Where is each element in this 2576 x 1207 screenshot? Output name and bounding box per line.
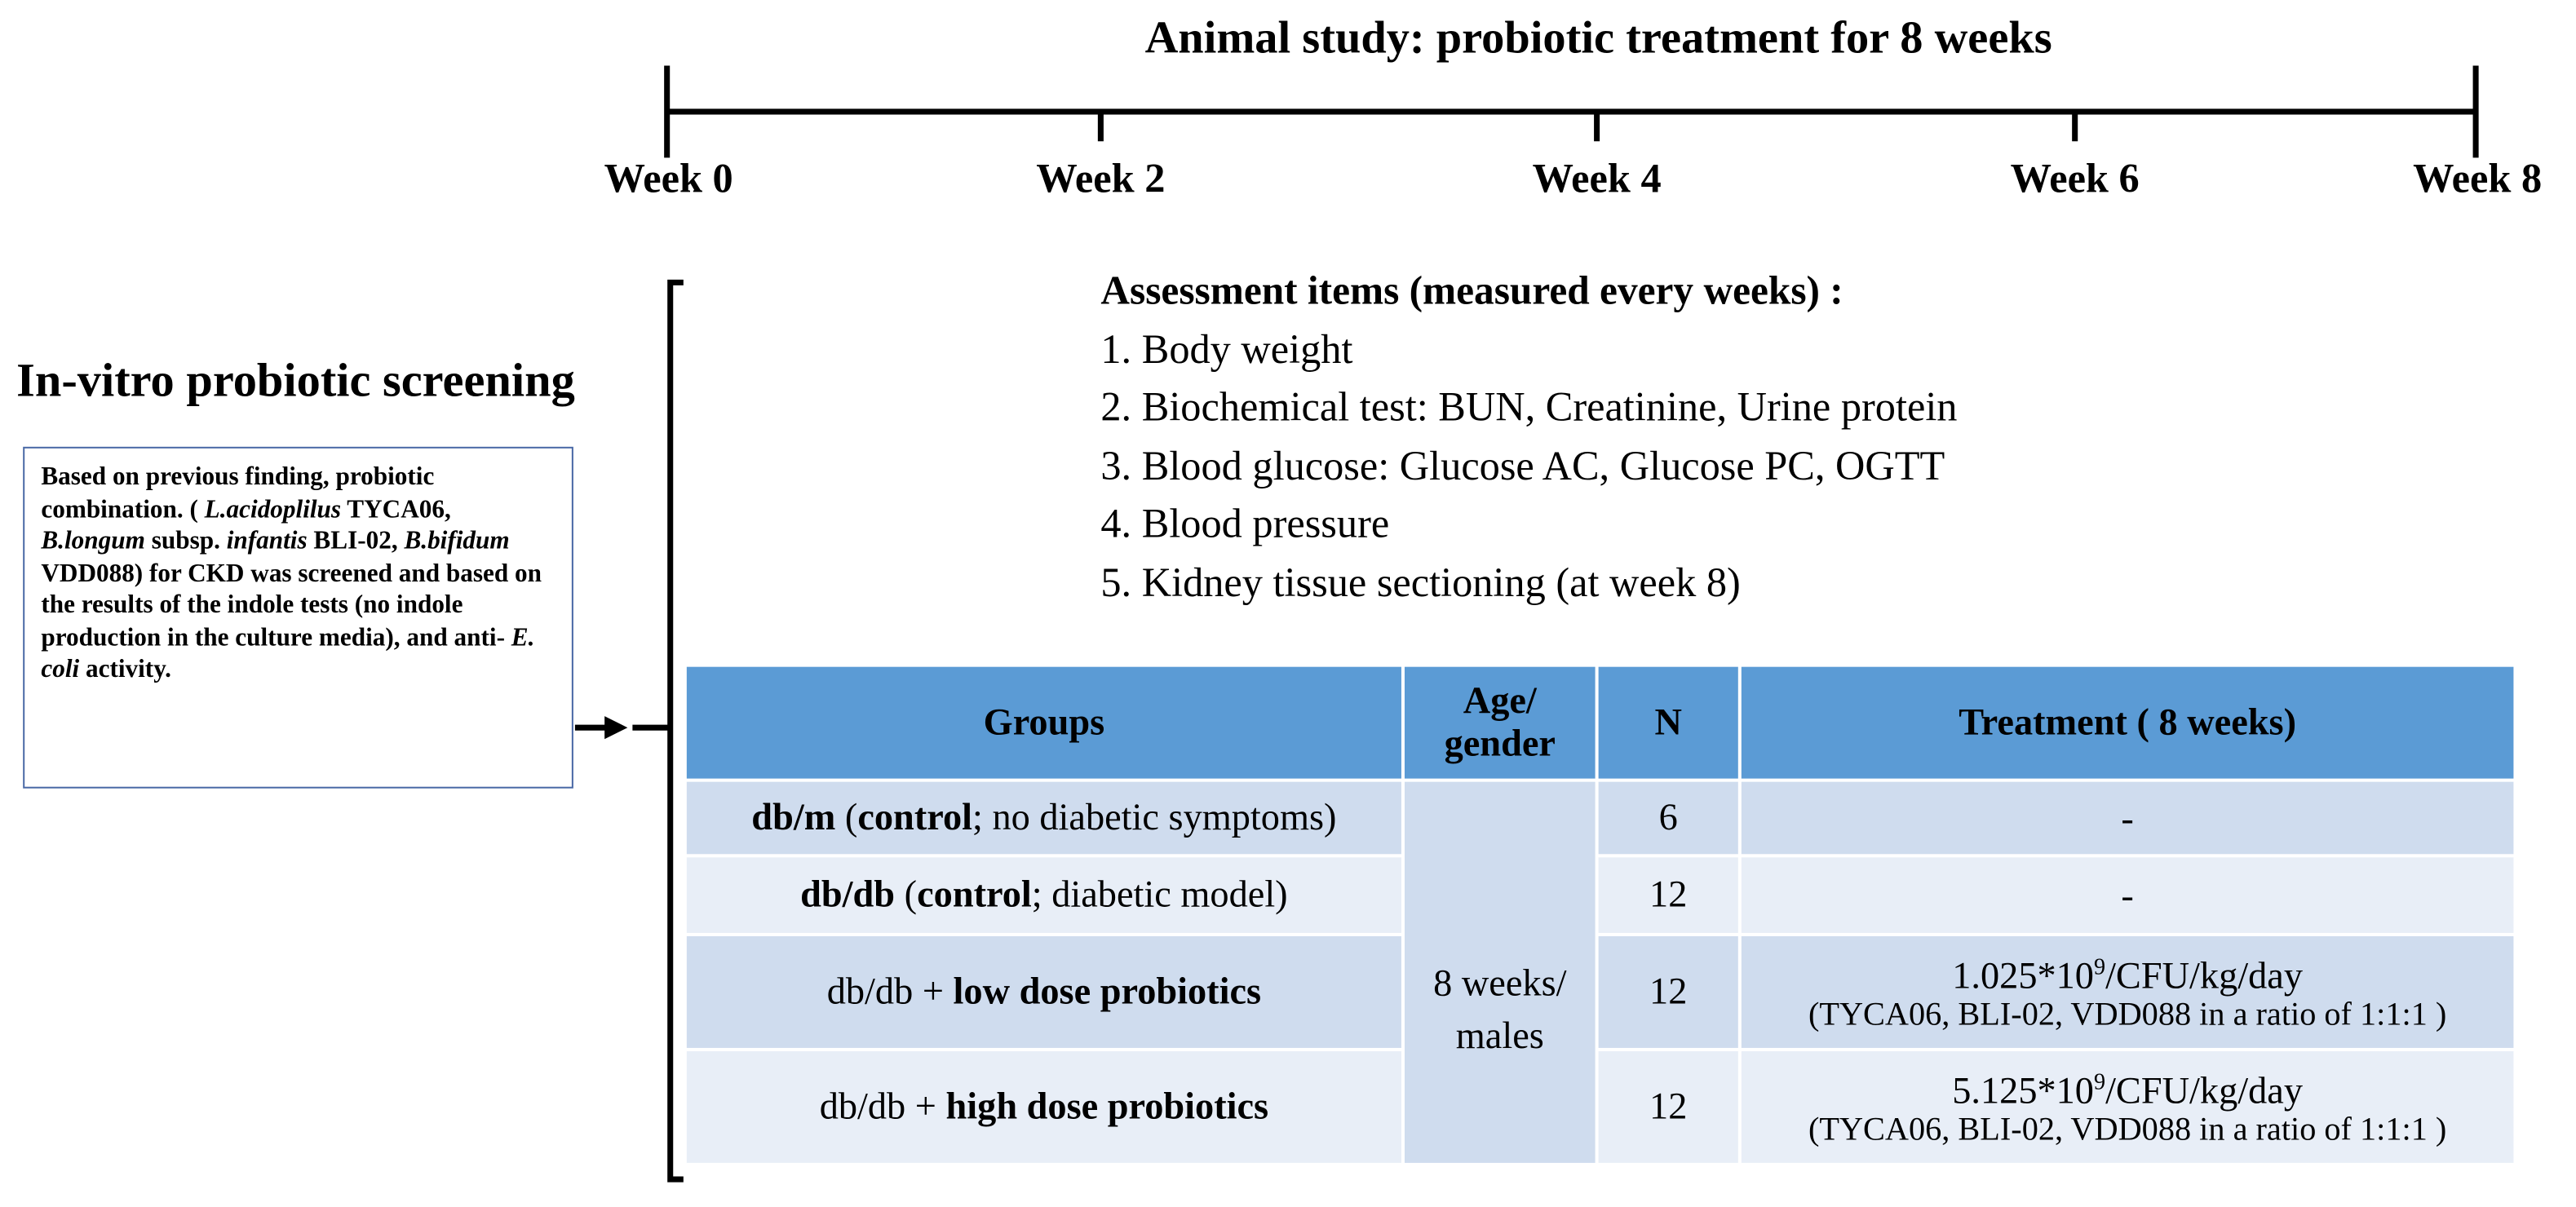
text-segment: VDD088) for CKD was screened and based o… bbox=[41, 559, 542, 652]
assessment-item: 5. Kidney tissue sectioning (at week 8) bbox=[1100, 560, 1741, 606]
treatment-note: (TYCA06, BLI-02, VDD088 in a ratio of 1:… bbox=[1808, 997, 2447, 1034]
text-segment: high dose probiotics bbox=[945, 1085, 1269, 1127]
table-body: db/m (control; no diabetic symptoms) 8 we… bbox=[686, 781, 2514, 1163]
treatment-cell: 5.125*109/CFU/kg/day (TYCA06, BLI-02, VDD… bbox=[1741, 1050, 2514, 1163]
age-text: 8 weeks/ males bbox=[1433, 962, 1567, 1057]
text-segment: db/db + bbox=[826, 970, 954, 1012]
text-segment: 9 bbox=[2093, 955, 2106, 980]
header-cell: Age/ gender bbox=[1404, 666, 1596, 779]
treatment-cell: 1.025*109/CFU/kg/day (TYCA06, BLI-02, VDD… bbox=[1741, 935, 2514, 1048]
header-cell: Treatment ( 8 weeks) bbox=[1741, 666, 2514, 779]
text-segment: 5.125*10 bbox=[1952, 1069, 2094, 1112]
text-segment: subsp. bbox=[144, 527, 227, 555]
screening-box: Based on previous finding, probiotic com… bbox=[23, 446, 573, 789]
assessment-item: 4. Blood pressure bbox=[1100, 502, 1390, 547]
header-row: Groups Age/ gender N Treatment ( 8 weeks) bbox=[686, 666, 2514, 779]
text-segment: B.longum bbox=[41, 527, 145, 555]
text-segment: ; no diabetic symptoms) bbox=[972, 796, 1337, 838]
treatment-main: 1.025*109/CFU/kg/day bbox=[1742, 947, 2514, 996]
text-segment: 9 bbox=[2093, 1070, 2106, 1095]
treatment-cell: - bbox=[1741, 781, 2514, 855]
text-segment: B.bifidum bbox=[404, 527, 510, 555]
text-segment: activity. bbox=[79, 655, 171, 683]
week-label: Week 4 bbox=[1532, 157, 1662, 202]
table-row: db/db + low dose probiotics 12 1.025*109/C… bbox=[686, 935, 2514, 1048]
assessment: Assessment items (measured every weeks) … bbox=[1100, 263, 1957, 612]
assessment-item: 2. Biochemical test: BUN, Creatinine, Ur… bbox=[1100, 386, 1958, 431]
week-label: Week 8 bbox=[2413, 157, 2543, 202]
text-segment: control bbox=[857, 796, 973, 838]
treatment-main: 5.125*109/CFU/kg/day bbox=[1742, 1062, 2514, 1111]
screening-title: In-vitro probiotic screening bbox=[16, 355, 575, 408]
text-segment: db/m bbox=[751, 796, 836, 838]
text-segment: /CFU/kg/day bbox=[2105, 1069, 2303, 1112]
text-segment: TYCA06, bbox=[341, 495, 451, 524]
group-cell: db/db + low dose probiotics bbox=[686, 935, 1401, 1048]
text-segment: BLI-02, bbox=[307, 527, 405, 555]
week-label: Week 0 bbox=[604, 157, 733, 202]
text-segment: db/db + bbox=[819, 1085, 946, 1127]
text-segment: E. coli bbox=[41, 623, 535, 683]
n-cell: 12 bbox=[1598, 1050, 1738, 1163]
text-segment: ( bbox=[895, 873, 918, 915]
week-label: Week 2 bbox=[1036, 157, 1166, 202]
text-segment: - bbox=[2121, 797, 2134, 839]
text-segment: Based on previous finding, probiotic com… bbox=[41, 462, 435, 524]
text-segment: 1.025*10 bbox=[1952, 954, 2094, 997]
n-cell: 6 bbox=[1598, 781, 1738, 855]
text-segment: L.acidoplilus bbox=[204, 495, 342, 524]
header-cell: N bbox=[1598, 666, 1738, 779]
header-cell: Groups bbox=[686, 666, 1401, 779]
text-segment: /CFU/kg/day bbox=[2105, 954, 2303, 997]
age-cell: 8 weeks/ males bbox=[1404, 781, 1596, 1163]
text-segment: control bbox=[917, 873, 1032, 915]
n-cell: 12 bbox=[1598, 857, 1738, 933]
group-cell: db/m (control; no diabetic symptoms) bbox=[686, 781, 1401, 855]
assessment-title: Assessment items (measured every weeks) … bbox=[1100, 269, 1843, 314]
table-row: db/m (control; no diabetic symptoms) 8 we… bbox=[686, 781, 2514, 1163]
treatment-main: - bbox=[1742, 874, 2514, 915]
timeline-title: Animal study: probiotic treatment for 8 … bbox=[1144, 13, 2052, 64]
assessment-item: 1. Body weight bbox=[1100, 327, 1353, 373]
text-segment: low dose probiotics bbox=[953, 970, 1262, 1012]
treatment-main: - bbox=[1742, 798, 2514, 838]
table-row: db/db + high dose probiotics 12 5.125*109/… bbox=[686, 1050, 2514, 1163]
week-label: Week 6 bbox=[2010, 157, 2140, 202]
group-cell: db/db (control; diabetic model) bbox=[686, 857, 1401, 933]
assessment-item: 3. Blood glucose: Glucose AC, Glucose PC… bbox=[1100, 444, 1945, 489]
table-row: db/db (control; diabetic model) 12 - bbox=[686, 857, 2514, 933]
group-cell: db/db + high dose probiotics bbox=[686, 1050, 1401, 1163]
treatment-note: (TYCA06, BLI-02, VDD088 in a ratio of 1:… bbox=[1808, 1112, 2447, 1149]
text-segment: ; diabetic model) bbox=[1031, 873, 1288, 915]
text-segment: ( bbox=[835, 796, 858, 838]
groups-table: Groups Age/ gender N Treatment ( 8 weeks) d… bbox=[684, 664, 2517, 1166]
treatment-cell: - bbox=[1741, 857, 2514, 933]
text-segment: db/db bbox=[800, 873, 896, 915]
n-cell: 12 bbox=[1598, 935, 1738, 1048]
text-segment: infantis bbox=[226, 527, 308, 555]
text-segment: - bbox=[2121, 874, 2134, 916]
